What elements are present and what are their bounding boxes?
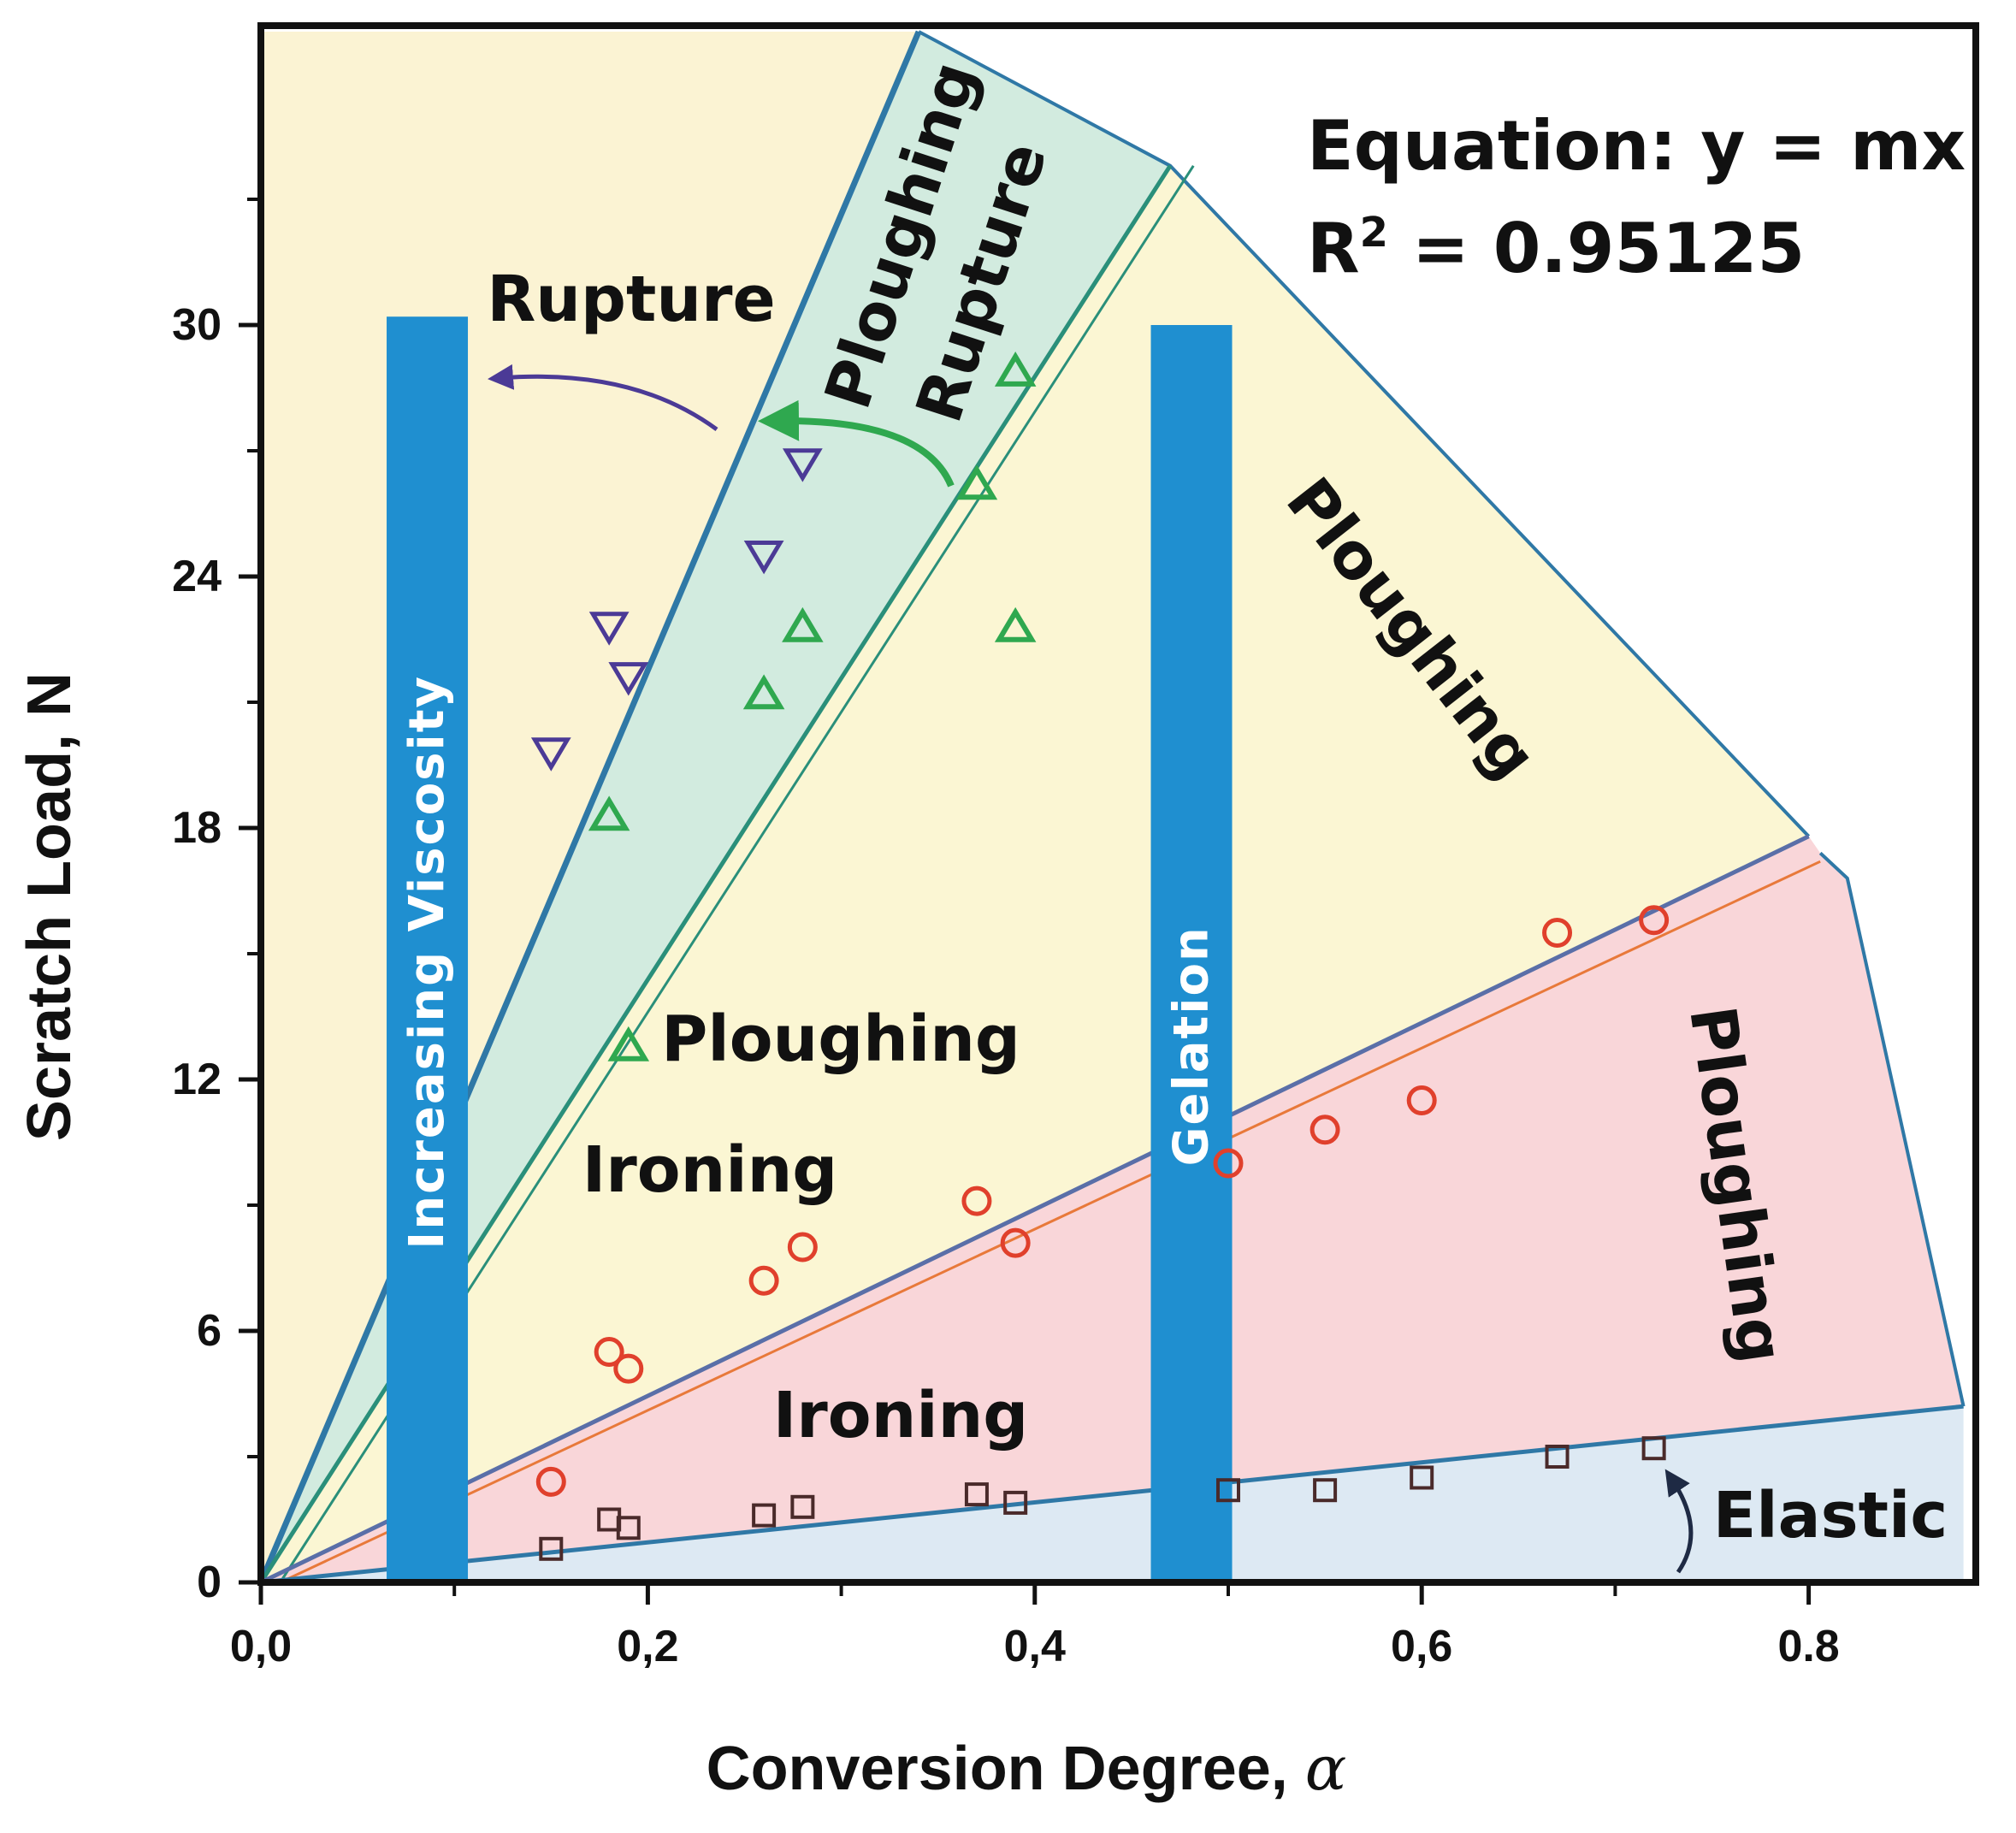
r-squared-text: R2 = 0.95125 — [1307, 209, 1805, 288]
point-square-3 — [616, 1516, 641, 1540]
y-tick-label-3: 12 — [172, 1055, 222, 1104]
label-ironing-upper: Ironing — [582, 1133, 838, 1207]
point-circle-10 — [1406, 1085, 1437, 1115]
point-triangle-up-5 — [955, 464, 998, 500]
y-tick-label-2: 6 — [197, 1306, 222, 1356]
point-circle-3 — [613, 1353, 644, 1384]
label-ploughing-mid: Ploughing — [661, 1002, 1020, 1076]
x-tick-label-1: 0,0 — [230, 1622, 292, 1671]
increasing-viscosity-bar — [387, 316, 469, 1583]
x-axis-title-symbol: α — [1305, 1732, 1347, 1804]
increasing-viscosity-label: Increasing Viscosity — [399, 675, 455, 1250]
point-circle-8 — [1213, 1148, 1244, 1179]
r-squared-value: = 0.95125 — [1388, 209, 1805, 288]
x-tick-label-3: 0,4 — [1004, 1622, 1066, 1671]
point-circle-11 — [1542, 918, 1573, 948]
point-circle-2 — [594, 1337, 624, 1367]
point-triangle-down-5 — [782, 448, 823, 482]
gelation-label: Gelation — [1164, 925, 1220, 1166]
y-tick-label-6: 30 — [172, 300, 222, 350]
point-circle-5 — [787, 1232, 818, 1262]
label-elastic: Elastic — [1713, 1479, 1948, 1552]
point-triangle-up-7 — [994, 352, 1037, 387]
equation-text: Equation: y = mx — [1307, 106, 1966, 186]
ticks-layer: 0,0 0,2 0,4 0,6 0.8 0 6 12 18 24 30 — [172, 198, 1840, 1671]
point-square-12 — [1641, 1436, 1666, 1461]
elastic-arrow — [1664, 1469, 1694, 1574]
y-tick-label-4: 18 — [172, 803, 222, 853]
region-ironing-lower — [261, 836, 1964, 1582]
point-square-1 — [539, 1536, 564, 1561]
region-outline-right — [1818, 851, 1966, 1407]
point-triangle-up-4 — [782, 606, 824, 642]
y-axis-title: Scratch Load, N — [15, 672, 84, 1141]
point-circle-6 — [961, 1186, 992, 1216]
boundary-line-1 — [257, 30, 922, 1584]
label-rupture: Rupture — [487, 263, 775, 336]
region-ploughing-rupture — [261, 32, 1171, 1582]
label-ironing-lower: Ironing — [773, 1379, 1029, 1452]
x-tick-label-4: 0,6 — [1391, 1622, 1452, 1671]
point-square-6 — [964, 1482, 989, 1507]
r-squared-prefix: R — [1307, 209, 1360, 288]
bars-layer: Increasing Viscosity Gelation — [387, 316, 1233, 1583]
boundary-line-3 — [259, 834, 1810, 1585]
boundary-line-3b — [279, 860, 1821, 1584]
point-triangle-up-6 — [994, 606, 1037, 642]
point-square-8 — [1216, 1478, 1240, 1503]
x-tick-label-2: 0,2 — [617, 1622, 678, 1671]
point-circle-7 — [1000, 1227, 1031, 1258]
rupture-arrow — [488, 364, 718, 432]
point-square-7 — [1003, 1490, 1028, 1515]
ploughing-rupture-arrow — [758, 399, 955, 488]
x-tick-label-5: 0.8 — [1777, 1622, 1839, 1671]
point-square-5 — [790, 1494, 815, 1519]
points-layer — [530, 352, 1670, 1561]
x-axis-title-text: Conversion Degree, — [706, 1735, 1305, 1803]
point-triangle-up-1 — [588, 795, 630, 831]
point-triangle-down-1 — [530, 737, 571, 772]
point-triangle-up-3 — [742, 674, 785, 710]
point-square-9 — [1313, 1478, 1338, 1503]
region-ploughing-upper — [261, 165, 1809, 1582]
point-circle-1 — [535, 1466, 566, 1497]
point-triangle-down-2 — [588, 612, 630, 646]
gelation-bar — [1150, 325, 1233, 1582]
point-circle-4 — [748, 1265, 779, 1296]
point-circle-9 — [1310, 1115, 1340, 1145]
point-triangle-down-4 — [743, 541, 784, 575]
plot-frame — [257, 22, 1979, 1586]
r-squared-sup: 2 — [1360, 209, 1388, 257]
x-axis-title: Conversion Degree, α — [706, 1732, 1347, 1804]
y-tick-label-1: 0 — [197, 1558, 222, 1607]
point-triangle-up-2 — [607, 1026, 650, 1061]
point-square-10 — [1410, 1465, 1434, 1490]
point-triangle-down-3 — [608, 662, 649, 696]
point-circle-12 — [1639, 905, 1670, 936]
boundary-line-4 — [260, 1404, 1964, 1585]
point-square-11 — [1545, 1445, 1570, 1469]
arrows-layer — [488, 364, 1694, 1574]
y-tick-label-5: 24 — [172, 552, 222, 601]
point-square-4 — [752, 1503, 777, 1528]
